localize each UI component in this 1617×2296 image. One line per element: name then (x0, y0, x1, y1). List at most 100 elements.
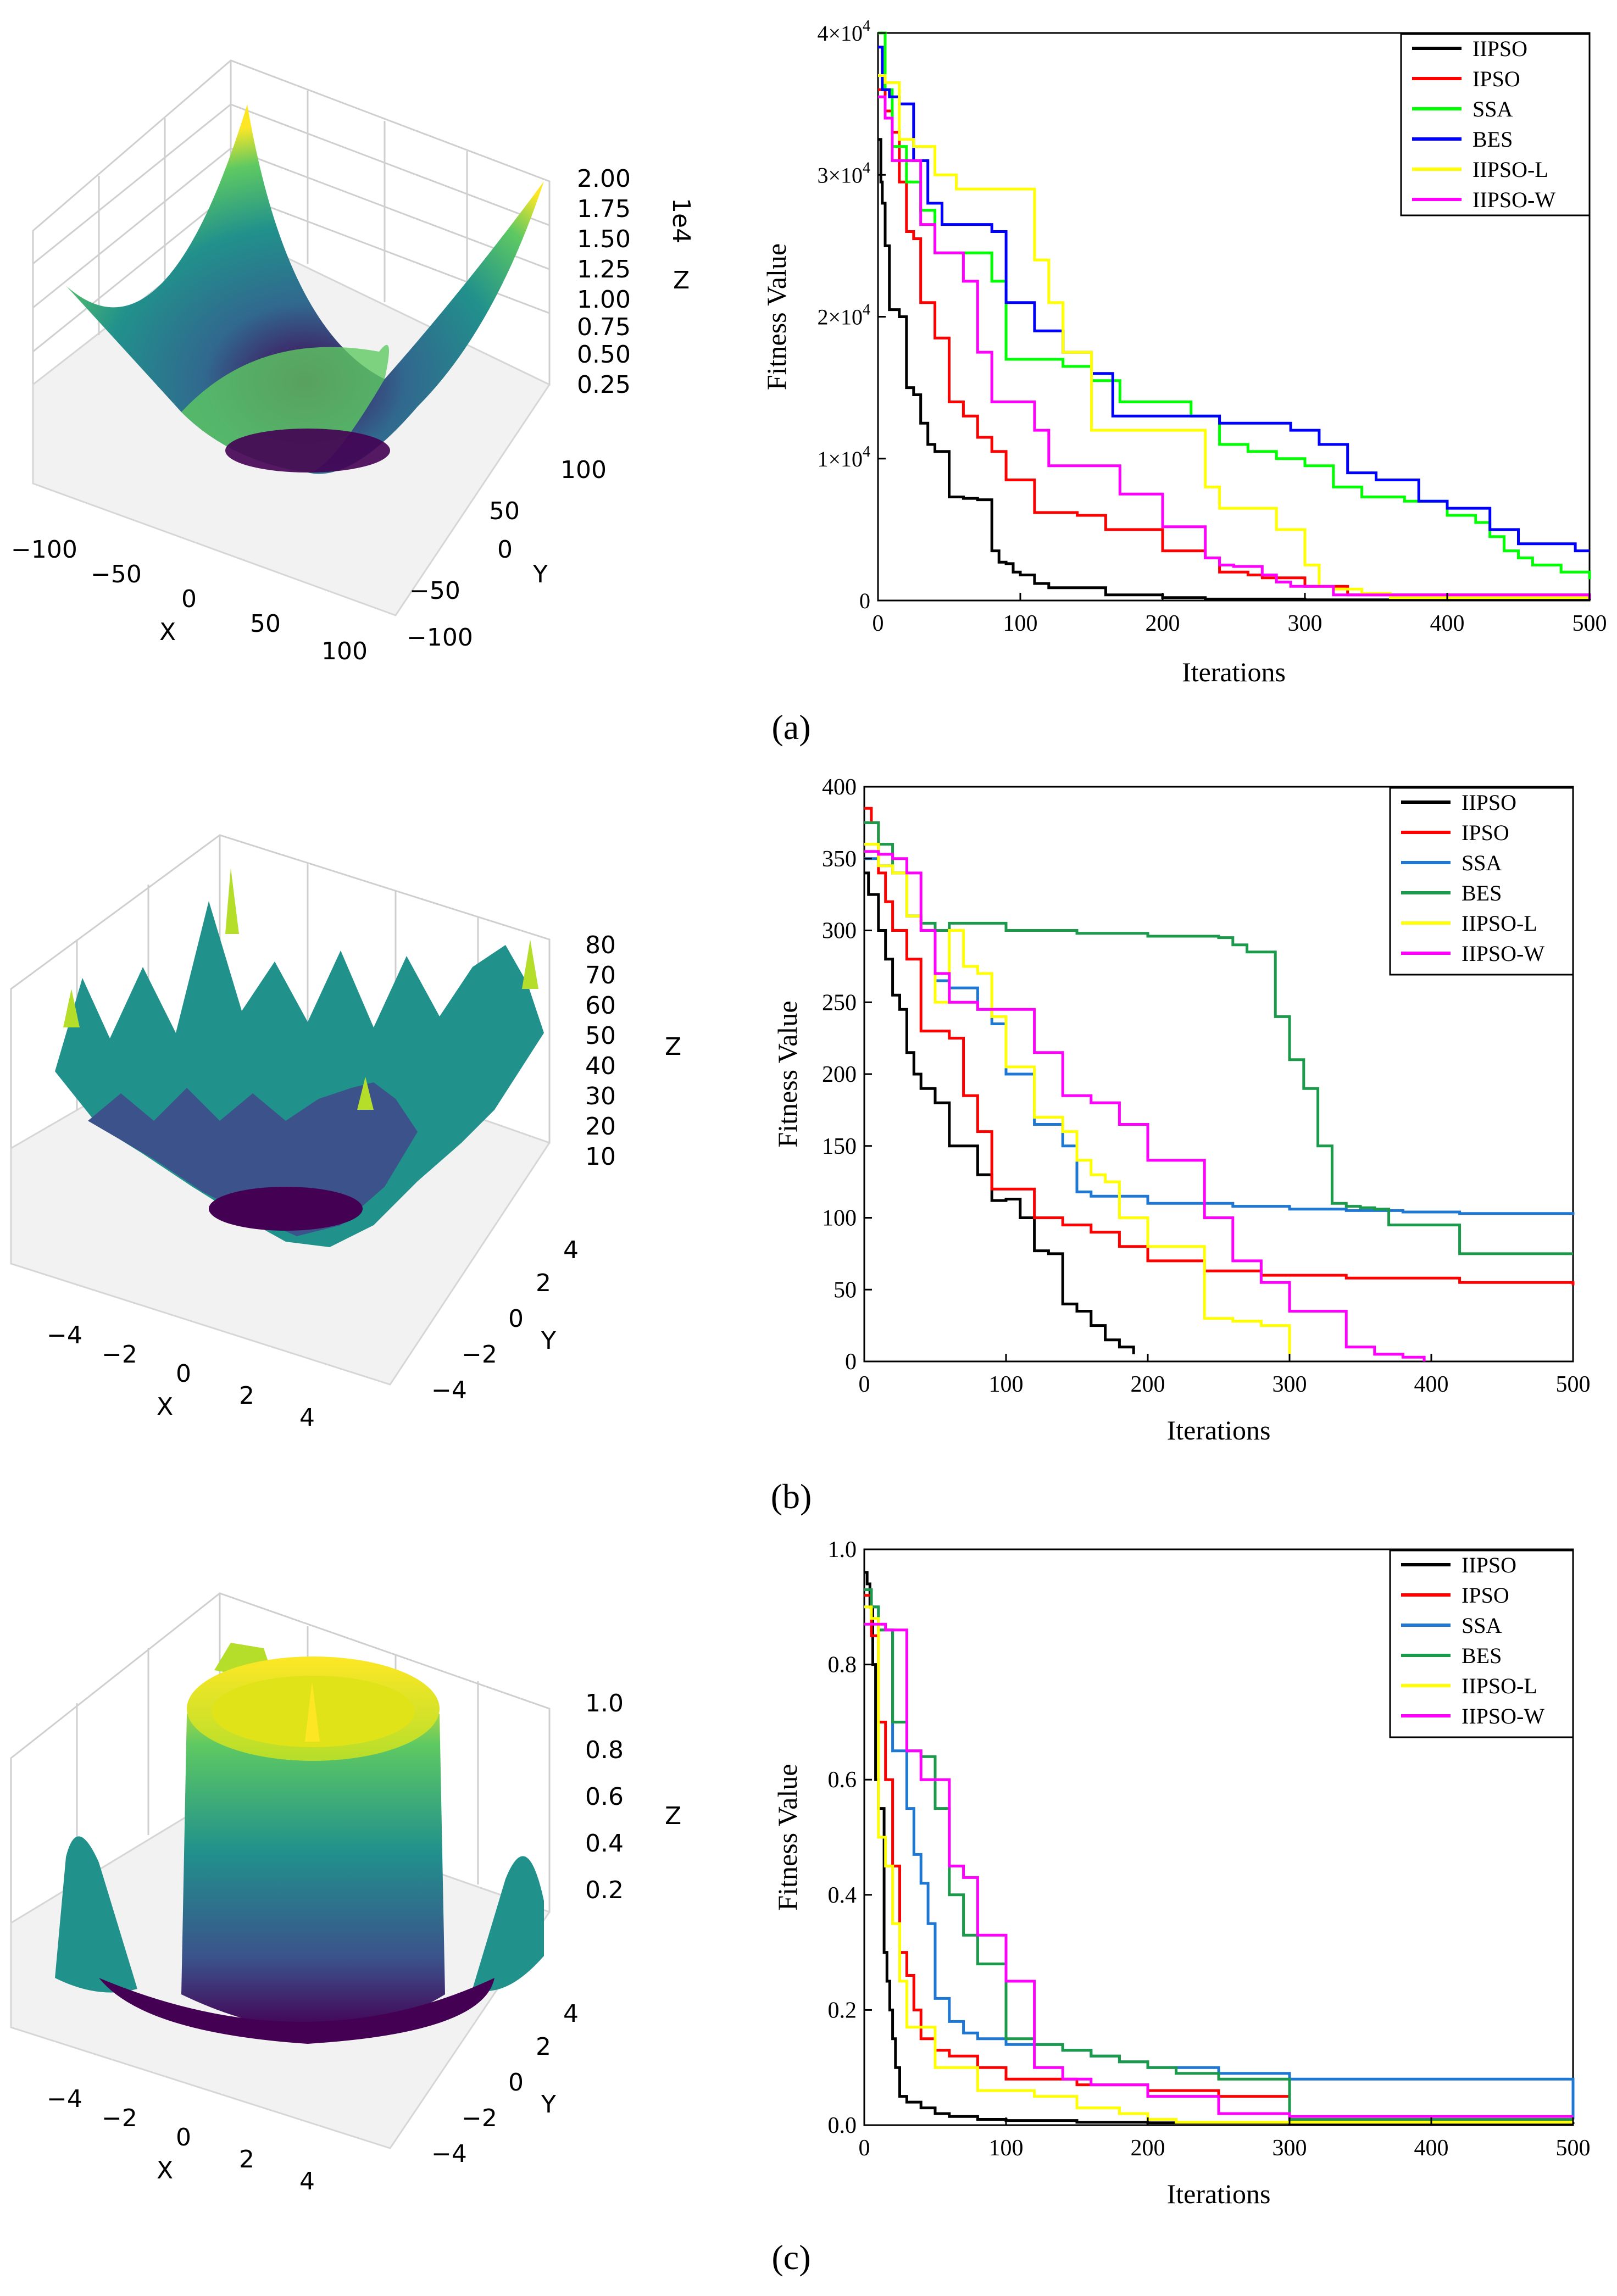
legend-label: IIPSO (1462, 790, 1516, 815)
y-axis-label: Fitness Value (772, 1000, 803, 1147)
tick-label: 100 (560, 456, 607, 484)
y-tick-base: 1×10 (817, 447, 863, 471)
tick-label: 30 (585, 1082, 616, 1110)
tick-label: 0.75 (577, 313, 631, 341)
y-tick-label: 0.8 (828, 1653, 857, 1678)
tick-label: 0 (497, 536, 513, 564)
y-tick-label: 0.4 (828, 1883, 857, 1908)
y-tick-label: 100 (822, 1206, 857, 1231)
tick-label: 2 (536, 2033, 551, 2061)
surface-b-y-ticks: 4 2 0 −2 −4 Y (431, 1236, 579, 1404)
legend-label: BES (1462, 1643, 1502, 1668)
surface-b-z-ticks: 80 70 60 50 40 30 20 10 Z (585, 931, 681, 1171)
tick-label: 2.00 (577, 165, 631, 193)
surface-a-y-ticks: 100 50 0 −50 −100 Y (407, 456, 607, 652)
caption-c: (c) (771, 2238, 810, 2277)
x-tick-label: 300 (1273, 1372, 1307, 1397)
y-tick-label: 0.6 (828, 1767, 857, 1793)
legend-label: IPSO (1462, 1583, 1509, 1608)
tick-label: 70 (585, 961, 616, 989)
tick-label: 0 (176, 2123, 191, 2152)
y-tick-label: 400 (822, 775, 857, 800)
surface-b-x-ticks: −4 −2 0 2 4 X (47, 1321, 315, 1432)
y-tick-exponent: 4 (863, 159, 870, 176)
tick-label: 10 (585, 1143, 616, 1171)
y-tick-exponent: 4 (863, 302, 870, 319)
x-tick-label: 100 (989, 1372, 1024, 1397)
tick-label: 1.0 (585, 1689, 624, 1717)
series-line-iipso (878, 138, 1591, 602)
surface-c-x-ticks: −4 −2 0 2 4 X (47, 2085, 315, 2195)
tick-label: −50 (91, 560, 142, 588)
z-offset-label: 1e4 (667, 198, 695, 243)
tick-label: −50 (409, 577, 460, 605)
series-line-iipso-l (864, 843, 1291, 1354)
y-tick-label: 1×104 (817, 443, 870, 471)
x-axis-label: X (159, 618, 176, 646)
y-tick-base: 2×10 (817, 305, 863, 330)
x-tick-label: 500 (1572, 611, 1607, 636)
x-tick-label: 400 (1430, 611, 1465, 636)
z-axis-label: Z (665, 1802, 681, 1830)
y-tick-label: 200 (822, 1062, 857, 1087)
x-tick-label: 300 (1288, 611, 1323, 636)
x-axis-label: X (157, 2156, 173, 2184)
legend-box (1389, 1549, 1574, 1738)
x-tick-label: 200 (1131, 1372, 1165, 1397)
surface-a-x-ticks: −100 −50 0 50 100 X (11, 536, 368, 665)
tick-label: −2 (462, 2104, 497, 2132)
tick-label: −4 (431, 2140, 467, 2168)
y-axis-label: Fitness Value (761, 243, 792, 390)
tick-label: 20 (585, 1113, 616, 1141)
y-tick-label: 300 (822, 919, 857, 944)
legend-label: BES (1472, 127, 1513, 152)
y-tick-label: 50 (833, 1277, 857, 1303)
x-tick-label: 200 (1146, 611, 1180, 636)
y-tick-label: 1.0 (828, 1537, 857, 1563)
z-axis-label: Z (673, 266, 690, 294)
series-line-iipso (864, 1571, 1575, 2125)
legend-label: SSA (1472, 97, 1513, 121)
legend-label: BES (1462, 881, 1502, 905)
tick-label: 50 (489, 497, 520, 525)
caption-b: (b) (771, 1477, 812, 1516)
tick-label: −2 (102, 1341, 137, 1369)
tick-label: 80 (585, 931, 616, 959)
tick-label: −4 (47, 2085, 82, 2113)
legend-label: IIPSO (1472, 36, 1527, 61)
x-axis-label: X (157, 1393, 173, 1421)
convergence-chart-a: 0 100 200 300 400 50001×1042×1043×1044×104Ite… (761, 18, 1607, 687)
legend-label: IIPSO (1462, 1553, 1516, 1577)
surface-plot-c: −4 −2 0 2 4 X 4 2 0 −2 −4 Y 1.0 0.8 0.6 … (10, 1592, 681, 2195)
tick-label: 50 (250, 610, 281, 638)
x-axis-label: Iterations (1167, 2178, 1271, 2209)
tick-label: 0.4 (585, 1830, 624, 1858)
y-tick-label: 0.0 (828, 2113, 857, 2138)
surface-plot-b: −4 −2 0 2 4 X 4 2 0 −2 −4 Y 80 70 60 50 … (10, 834, 681, 1432)
series-line-bes (864, 1588, 1573, 2121)
surface-b-peaks (63, 868, 538, 1110)
tick-label: 1.75 (577, 195, 631, 223)
y-axis-label: Y (541, 1327, 556, 1355)
legend-label: SSA (1462, 1613, 1502, 1638)
legend-label: IIPSO-W (1462, 1704, 1544, 1728)
surface-c-base (99, 1978, 494, 2044)
surface-c-y-ticks: 4 2 0 −2 −4 Y (431, 2000, 579, 2168)
x-tick-label: 500 (1556, 1372, 1591, 1397)
legend-box (1400, 33, 1591, 216)
legend-label: IIPSO-L (1462, 1674, 1537, 1698)
surface-c-left-horn (55, 1836, 137, 1993)
y-tick-label: 0.2 (828, 1998, 857, 2023)
legend-box (1389, 787, 1574, 976)
surface-plot-a: −100 −50 0 50 100 X 100 50 0 −50 −100 Y … (11, 59, 695, 665)
y-tick-label: 4×104 (817, 18, 870, 46)
tick-label: 2 (536, 1269, 551, 1297)
y-tick-label: 2×104 (817, 302, 870, 330)
x-tick-label: 500 (1556, 2136, 1591, 2161)
surface-c-cylinder (181, 1673, 445, 2030)
tick-label: 4 (299, 1404, 315, 1432)
surface-c-center-spike (305, 1681, 320, 1742)
series-line-ipso (878, 88, 1591, 597)
tick-label: 0 (508, 1305, 524, 1333)
y-axis-label: Y (541, 2091, 556, 2119)
